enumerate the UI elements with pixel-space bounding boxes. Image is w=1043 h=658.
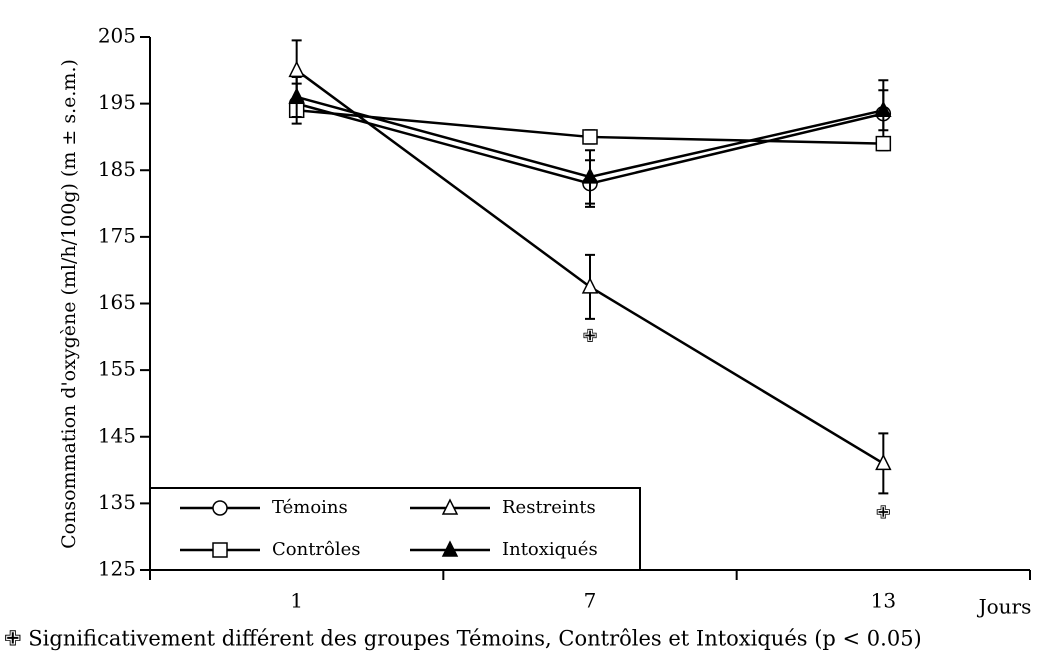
footnote: ✙ Significativement différent des groupe… [4,627,922,651]
marker [875,453,892,471]
marker [875,135,892,152]
x-tick-label: 13 [871,589,896,613]
y-tick-label: 185 [98,157,136,181]
y-tick-label: 195 [98,90,136,114]
legend-label: Contrôles [272,539,361,560]
marker [288,87,305,104]
y-tick-label: 125 [98,557,136,581]
marker [212,542,228,558]
y-tick-label: 145 [98,423,136,447]
marker [441,498,459,515]
marker [581,167,599,184]
marker [581,277,599,294]
marker [288,60,305,78]
marker [441,540,459,557]
y-tick-label: 135 [98,490,136,514]
y-tick-label: 155 [98,357,136,381]
significance-mark: ✙ [582,326,597,347]
y-tick-label: 205 [98,24,136,48]
y-axis-label: Consommation d'oxygène (ml/h/100g) (m ± … [58,59,80,549]
significance-mark: ✙ [876,502,891,523]
x-tick-label: 1 [290,589,303,613]
legend-box [149,487,641,571]
x-axis-label: Jours [977,595,1032,619]
marker [582,129,598,145]
legend-label: Témoins [272,497,348,518]
marker [875,100,892,118]
y-tick-label: 165 [98,290,136,314]
marker [212,500,228,516]
y-tick-label: 175 [98,223,136,247]
legend-label: Restreints [502,497,596,518]
legend-label: Intoxiqués [502,539,598,560]
x-tick-label: 7 [584,589,597,613]
